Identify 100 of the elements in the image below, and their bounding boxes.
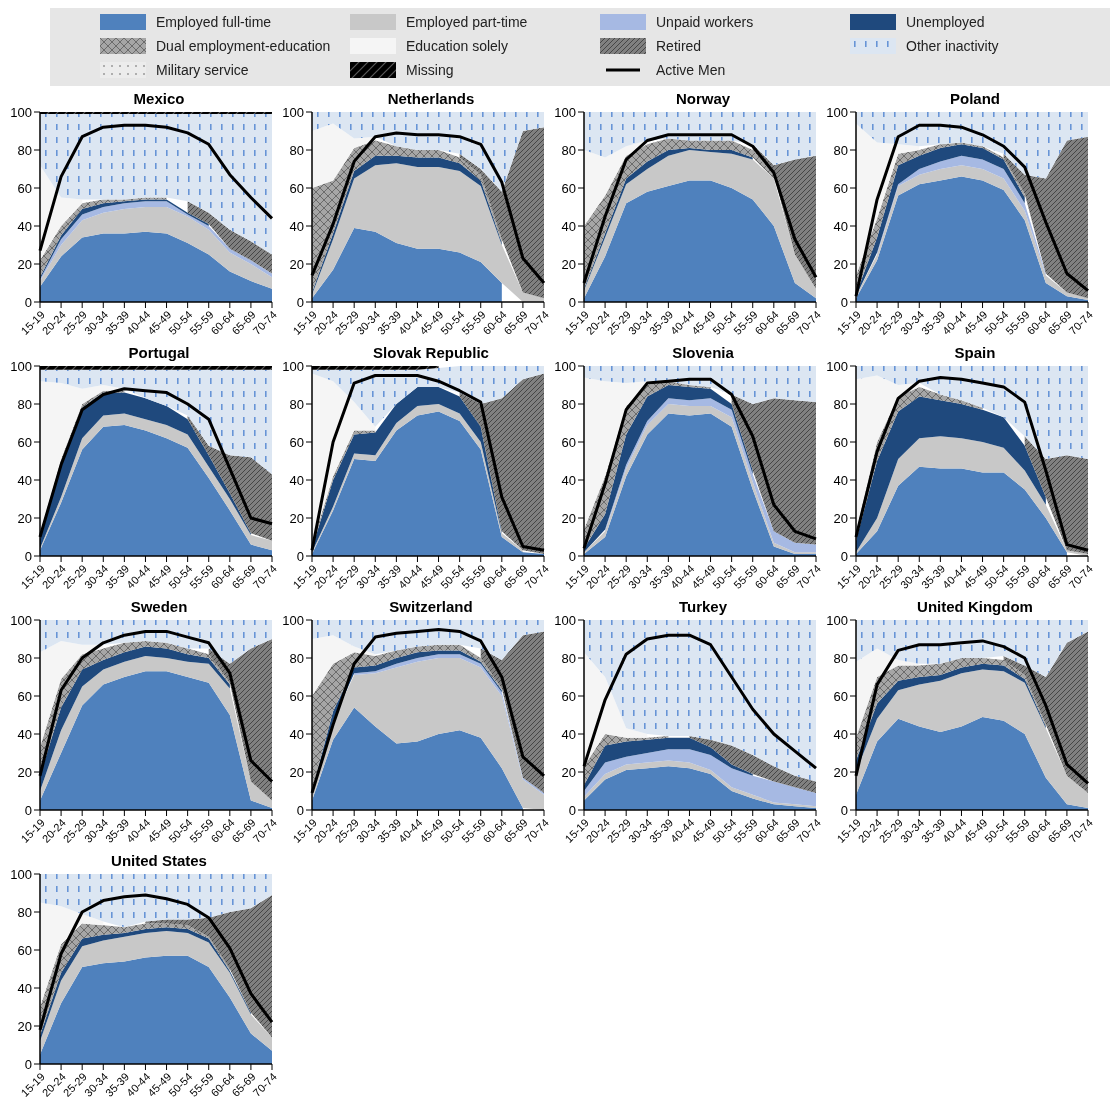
y-tick-label: 100: [826, 358, 848, 374]
y-tick-label: 100: [826, 612, 848, 628]
y-tick-label: 60: [561, 434, 576, 450]
y-tick-label: 40: [289, 472, 304, 488]
y-tick-label: 40: [561, 726, 576, 742]
y-tick-label: 80: [17, 396, 32, 412]
y-tick-label: 0: [840, 802, 848, 818]
legend-label: Retired: [656, 38, 702, 54]
chart-title: Mexico: [133, 90, 185, 107]
legend-label: Education solely: [406, 38, 508, 54]
y-tick-label: 80: [289, 396, 304, 412]
y-tick-label: 60: [561, 688, 576, 704]
y-tick-label: 80: [833, 142, 848, 158]
chart-title: United Kingdom: [917, 598, 1033, 615]
y-tick-label: 80: [289, 142, 304, 158]
y-tick-label: 20: [833, 510, 848, 526]
y-tick-label: 0: [568, 802, 576, 818]
legend-label: Unemployed: [906, 14, 985, 30]
y-tick-label: 100: [282, 358, 304, 374]
y-tick-label: 60: [289, 180, 304, 196]
chart-title: Slovenia: [672, 344, 734, 361]
legend-label: Employed full-time: [156, 14, 272, 30]
y-tick-label: 80: [833, 650, 848, 666]
y-tick-label: 20: [561, 764, 576, 780]
y-tick-label: 60: [289, 688, 304, 704]
y-tick-label: 0: [568, 548, 576, 564]
y-tick-label: 0: [568, 294, 576, 310]
legend-label: Active Men: [656, 62, 726, 78]
y-tick-label: 20: [289, 510, 304, 526]
legend-label: Missing: [406, 62, 454, 78]
legend-label: Employed part-time: [406, 14, 528, 30]
y-tick-label: 60: [17, 180, 32, 196]
chart-title: United States: [111, 852, 207, 869]
y-tick-label: 60: [17, 942, 32, 958]
y-tick-label: 100: [282, 612, 304, 628]
y-tick-label: 40: [833, 472, 848, 488]
y-tick-label: 100: [10, 104, 32, 120]
y-tick-label: 100: [554, 612, 576, 628]
y-tick-label: 80: [17, 904, 32, 920]
y-tick-label: 0: [24, 802, 32, 818]
y-tick-label: 40: [17, 218, 32, 234]
y-tick-label: 0: [296, 548, 304, 564]
y-tick-label: 80: [561, 396, 576, 412]
legend-label: Other inactivity: [906, 38, 999, 54]
legend-label: Military service: [156, 62, 249, 78]
y-tick-label: 100: [10, 866, 32, 882]
y-tick-label: 0: [24, 1056, 32, 1072]
y-tick-label: 40: [561, 472, 576, 488]
y-tick-label: 60: [833, 688, 848, 704]
chart-title: Poland: [949, 90, 1000, 107]
y-tick-label: 20: [833, 764, 848, 780]
chart-title: Turkey: [678, 598, 728, 615]
y-tick-label: 40: [17, 726, 32, 742]
y-tick-label: 100: [554, 358, 576, 374]
y-tick-label: 60: [833, 180, 848, 196]
y-tick-label: 20: [17, 1018, 32, 1034]
y-tick-label: 20: [561, 510, 576, 526]
y-tick-label: 80: [289, 650, 304, 666]
y-tick-label: 40: [833, 726, 848, 742]
y-tick-label: 0: [296, 802, 304, 818]
y-tick-label: 20: [833, 256, 848, 272]
y-tick-label: 80: [561, 650, 576, 666]
y-tick-label: 60: [17, 688, 32, 704]
y-tick-label: 0: [24, 548, 32, 564]
y-tick-label: 60: [561, 180, 576, 196]
y-tick-label: 20: [17, 764, 32, 780]
y-tick-label: 100: [282, 104, 304, 120]
y-tick-label: 60: [833, 434, 848, 450]
y-tick-label: 40: [833, 218, 848, 234]
y-tick-label: 60: [289, 434, 304, 450]
y-tick-label: 20: [17, 510, 32, 526]
y-tick-label: 0: [24, 294, 32, 310]
y-tick-label: 40: [289, 218, 304, 234]
y-tick-label: 20: [561, 256, 576, 272]
y-tick-label: 20: [17, 256, 32, 272]
y-tick-label: 40: [289, 726, 304, 742]
y-tick-label: 40: [561, 218, 576, 234]
y-tick-label: 100: [554, 104, 576, 120]
y-tick-label: 100: [826, 104, 848, 120]
y-tick-label: 80: [833, 396, 848, 412]
y-tick-label: 80: [17, 650, 32, 666]
chart-title: Portugal: [128, 344, 190, 361]
y-tick-label: 0: [296, 294, 304, 310]
y-tick-label: 100: [10, 358, 32, 374]
chart-title: Slovak Republic: [373, 344, 489, 361]
y-tick-label: 20: [289, 764, 304, 780]
y-tick-label: 60: [17, 434, 32, 450]
y-tick-label: 100: [10, 612, 32, 628]
chart-title: Sweden: [130, 598, 188, 615]
y-tick-label: 80: [561, 142, 576, 158]
y-tick-label: 0: [840, 548, 848, 564]
y-tick-label: 0: [840, 294, 848, 310]
legend-label: Dual employment-education: [156, 38, 331, 54]
chart-title: Netherlands: [387, 90, 475, 107]
chart-title: Norway: [675, 90, 731, 107]
legend-label: Unpaid workers: [656, 14, 754, 30]
chart-title: Switzerland: [389, 598, 473, 615]
chart-title: Spain: [954, 344, 996, 361]
y-tick-label: 40: [17, 472, 32, 488]
y-tick-label: 20: [289, 256, 304, 272]
